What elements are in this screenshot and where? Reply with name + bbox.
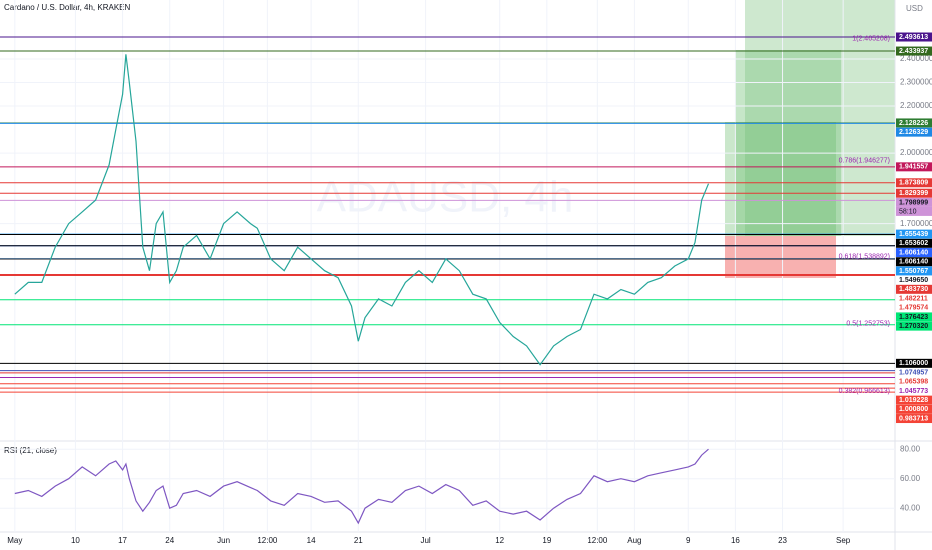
x-tick-label: Jul	[420, 536, 430, 545]
chart-title: Cardano / U.S. Dollar, 4h, KRAKEN	[4, 3, 131, 12]
price-label-bg	[896, 358, 932, 368]
price-label-bg	[896, 414, 932, 424]
long-target-zone	[725, 122, 836, 236]
price-label-bg	[896, 248, 932, 258]
price-label: 1.000800	[899, 406, 928, 413]
price-label: 1.550767	[899, 268, 928, 275]
price-label: 1.873809	[899, 180, 928, 187]
y-tick-label: 40.00	[900, 503, 921, 512]
price-label-bg	[896, 294, 932, 304]
fib-label: 0.382(0.966613)	[839, 388, 890, 395]
price-label: 2.128226	[899, 120, 928, 127]
price-label-bg	[896, 162, 932, 172]
price-label: 1.655439	[899, 231, 928, 238]
price-label-bg	[896, 395, 932, 405]
x-tick-label: Aug	[627, 536, 641, 545]
price-label: 1.829399	[899, 190, 928, 197]
price-label: 1.376423	[899, 314, 928, 321]
y-tick-label: 2.000000	[900, 148, 932, 157]
price-label-bg	[896, 32, 932, 42]
y-tick-label: 80.00	[900, 444, 921, 453]
fib-label: 0.618(1.538892)	[839, 253, 890, 260]
price-line	[14, 54, 710, 366]
price-label-bg	[896, 303, 932, 313]
x-tick-label: 24	[165, 536, 174, 545]
y-tick-label: 2.200000	[900, 101, 932, 110]
rsi-title: RSI (21, close)	[4, 446, 57, 455]
price-label: 1.045773	[899, 388, 928, 395]
x-tick-label: 19	[542, 536, 551, 545]
fib-label: 1(2.465208)	[852, 36, 890, 43]
price-label: 1.019228	[899, 397, 928, 404]
price-label-bg	[896, 178, 932, 188]
price-label: 1.482211	[899, 295, 928, 302]
x-tick-label: 16	[731, 536, 740, 545]
x-tick-label: 17	[118, 536, 127, 545]
y-tick-label: 1.700000	[900, 219, 932, 228]
x-tick-label: May	[7, 536, 22, 545]
price-label-bg	[896, 312, 932, 322]
price-label-bg	[896, 238, 932, 248]
price-label-bg	[896, 127, 932, 137]
price-label-bg	[896, 197, 932, 207]
price-label: 1.074957	[899, 369, 928, 376]
price-label: 1.798999	[899, 199, 928, 206]
price-label-bg	[896, 404, 932, 414]
price-label: 2.433937	[899, 48, 928, 55]
axis-unit: USD	[906, 4, 923, 13]
price-label: 1.065398	[899, 379, 928, 386]
price-label-bg	[896, 118, 932, 128]
price-label: 1.479574	[899, 305, 928, 312]
x-tick-label: 12:00	[257, 536, 278, 545]
y-tick-label: 2.300000	[900, 78, 932, 87]
x-tick-label: 12:00	[587, 536, 608, 545]
price-label-bg	[896, 386, 932, 396]
price-label: 1.653602	[899, 240, 928, 247]
x-tick-label: Jun	[217, 536, 230, 545]
x-tick-label: 10	[71, 536, 80, 545]
x-tick-label: Sep	[836, 536, 851, 545]
long-target-zone	[735, 50, 841, 236]
price-label-bg	[896, 321, 932, 331]
countdown-bg	[896, 206, 932, 216]
fib-label: 0.5(1.252753)	[846, 321, 890, 328]
x-tick-label: 9	[686, 536, 691, 545]
watermark: ADAUSD, 4h	[317, 173, 574, 222]
price-label-bg	[896, 266, 932, 276]
y-tick-label: 60.00	[900, 474, 921, 483]
stop-zone	[725, 236, 836, 278]
price-line	[14, 448, 709, 525]
price-label: 2.493613	[899, 34, 928, 41]
countdown: 58:10	[899, 208, 917, 215]
price-label-bg	[896, 46, 932, 56]
price-label-bg	[896, 284, 932, 294]
price-label: 1.606140	[899, 259, 928, 266]
price-label: 1.549650	[899, 277, 928, 284]
price-label: 2.126329	[899, 129, 928, 136]
x-tick-label: 23	[778, 536, 787, 545]
price-label: 1.106000	[899, 360, 928, 367]
price-label-bg	[896, 257, 932, 267]
price-label: 0.983713	[899, 415, 928, 422]
price-label-bg	[896, 229, 932, 239]
fib-label: 0.786(1.946277)	[839, 158, 890, 165]
price-label: 1.270320	[899, 323, 928, 330]
price-label-bg	[896, 368, 932, 378]
long-target-zone	[745, 0, 895, 236]
x-tick-label: 12	[495, 536, 504, 545]
price-label: 1.941557	[899, 164, 928, 171]
price-label: 1.606140	[899, 249, 928, 256]
price-label-bg	[896, 377, 932, 387]
y-tick-label: 2.400000	[900, 54, 932, 63]
price-label-bg	[896, 275, 932, 285]
price-label: 1.483730	[899, 286, 928, 293]
x-tick-label: 14	[307, 536, 316, 545]
price-label-bg	[896, 188, 932, 198]
x-tick-label: 21	[354, 536, 363, 545]
